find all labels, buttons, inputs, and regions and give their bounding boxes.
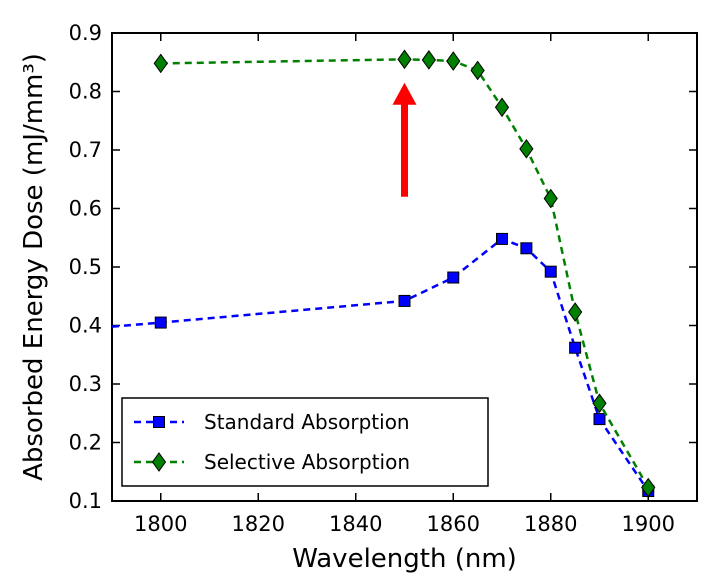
- legend-box: [121, 397, 489, 487]
- y-tick-label: 0.5: [69, 255, 102, 279]
- data-point: [398, 294, 411, 307]
- red-arrow-annotation: [392, 82, 417, 197]
- data-point: [421, 50, 436, 70]
- y-tick-label: 0.7: [69, 138, 102, 162]
- y-tick-label: 0.9: [69, 21, 102, 45]
- y-axis-title: Absorbed Energy Dose (mJ/mm³): [19, 53, 49, 481]
- arrow-head: [392, 82, 417, 105]
- data-point: [592, 393, 607, 414]
- y-tick-label: 0.4: [69, 314, 102, 338]
- x-tick-label: 1900: [622, 512, 675, 536]
- data-point: [154, 316, 167, 329]
- x-tick-label: 1800: [134, 512, 187, 536]
- data-point: [543, 188, 558, 209]
- x-tick-label: 1880: [524, 512, 577, 536]
- legend-label: Selective Absorption: [204, 450, 410, 474]
- data-point: [593, 413, 606, 426]
- y-tick-label: 0.2: [69, 431, 102, 455]
- x-tick-label: 1860: [427, 512, 480, 536]
- legend-entry: Selective Absorption: [134, 450, 410, 474]
- data-point: [569, 341, 582, 354]
- data-point: [520, 242, 533, 255]
- data-point: [494, 97, 510, 118]
- series-layer: [111, 49, 656, 498]
- data-point: [544, 265, 557, 278]
- legend-entry: Standard Absorption: [134, 410, 410, 434]
- ticks-layer: 1800 1820 1840 1860 1880 1900 0.1 0.2 0.3 0.4 0.5 0…: [69, 21, 697, 536]
- data-point: [641, 477, 656, 498]
- legend-marker: [151, 452, 167, 472]
- data-point: [397, 49, 412, 70]
- data-point: [447, 271, 460, 284]
- data-point: [470, 60, 485, 81]
- y-tick-label: 0.6: [69, 197, 102, 221]
- x-tick-label: 1840: [329, 512, 382, 536]
- data-point: [496, 232, 508, 245]
- y-tick-label: 0.3: [69, 372, 102, 396]
- series-selective-absorption: [153, 49, 656, 498]
- data-point: [519, 138, 534, 159]
- series-line: [111, 237, 650, 492]
- annotation-layer: [392, 82, 417, 197]
- x-tick-label: 1820: [232, 512, 285, 536]
- legend-marker: [153, 416, 165, 428]
- data-point: [568, 302, 583, 322]
- x-axis-title: Wavelength (nm): [292, 544, 517, 574]
- data-point: [153, 53, 168, 74]
- legend: Standard Absorption Selective Absorption: [121, 397, 489, 487]
- legend-label: Standard Absorption: [204, 410, 410, 434]
- y-tick-label: 0.8: [69, 80, 102, 104]
- data-point: [446, 51, 461, 71]
- y-tick-label: 0.1: [69, 489, 102, 513]
